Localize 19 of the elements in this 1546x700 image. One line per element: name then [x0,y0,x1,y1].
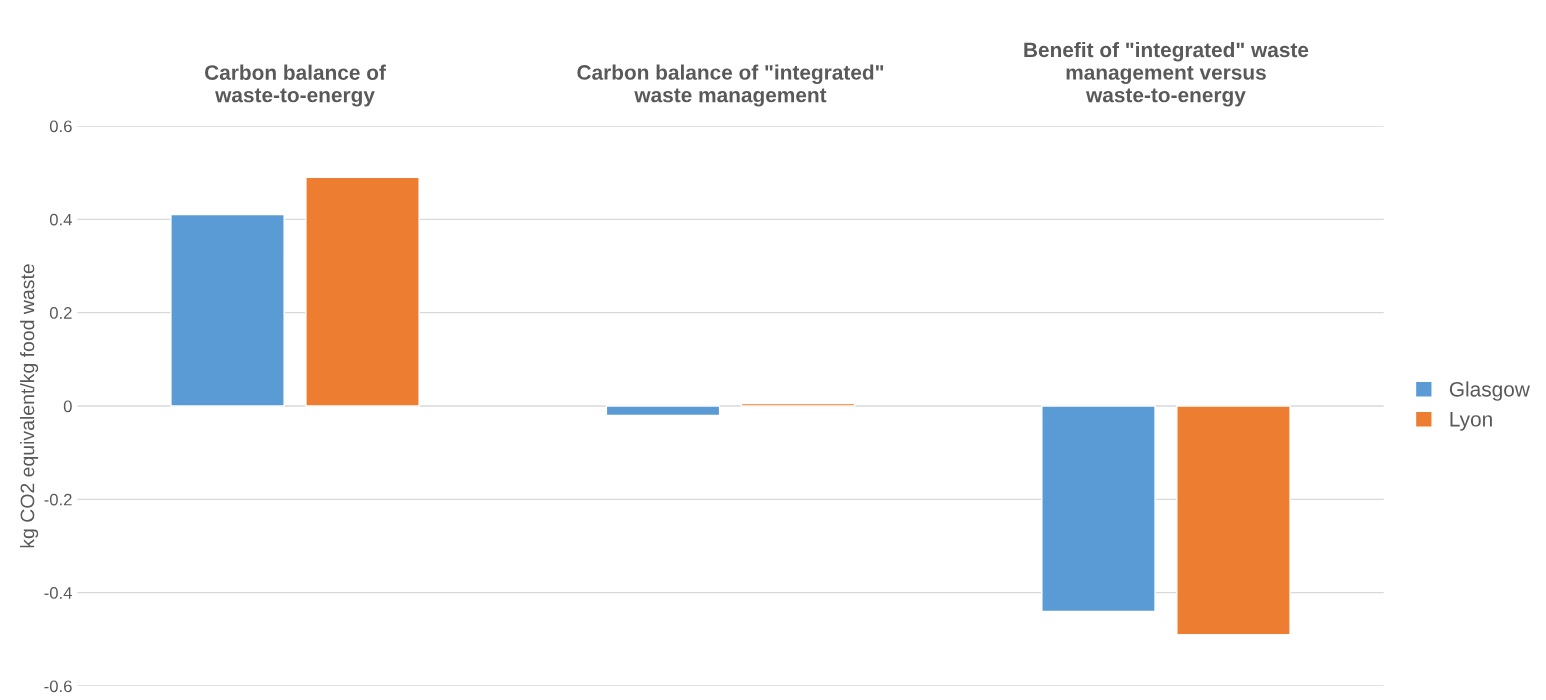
y-tick-label: 0.6 [49,120,72,133]
x-tick-label: Carbon balance of waste-to-energy [205,64,386,107]
bar [1176,405,1291,636]
bar [1041,405,1156,613]
x-tick-label: Benefit of "integrated" waste management versus waste-to-energy [1024,41,1309,107]
bar [305,176,420,407]
legend-label: Lyon [1450,412,1492,431]
bar [605,405,721,417]
y-tick-label: 0.2 [49,307,72,319]
y-tick-label: 0 [63,400,72,413]
x-tick-label: Carbon balance of "integrated" waste management [577,64,884,107]
bar [170,213,285,407]
y-tick-label: -0.2 [44,493,72,506]
y-tick-label: -0.4 [44,587,72,599]
y-axis-title: kg CO2 equivalent/kg food waste [20,264,39,548]
y-tick-label: 0.4 [49,213,72,226]
y-tick-label: -0.6 [44,680,72,693]
bar [740,402,856,407]
legend-label: Glasgow [1449,381,1530,401]
